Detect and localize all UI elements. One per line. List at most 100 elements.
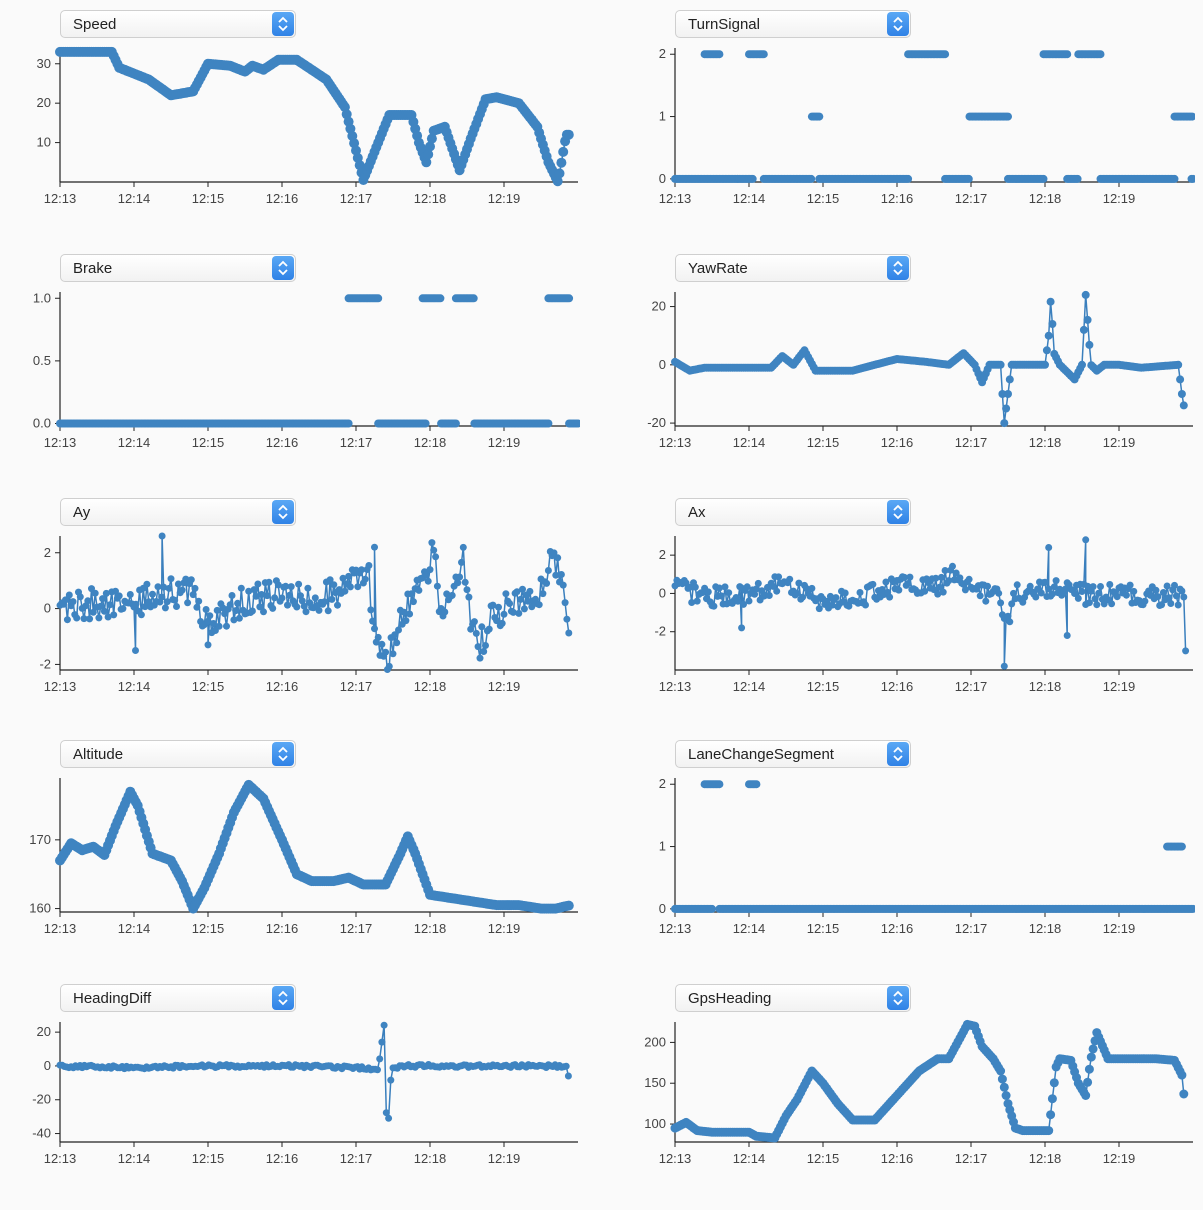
- data-point: [1050, 583, 1058, 591]
- x-tick-label: 12:16: [266, 921, 299, 936]
- data-point: [1165, 594, 1173, 602]
- data-point: [999, 1082, 1009, 1092]
- x-tick-label: 12:16: [881, 191, 914, 206]
- data-point: [91, 589, 99, 597]
- data-point: [274, 581, 282, 589]
- data-point: [215, 622, 223, 630]
- chevron-updown-icon[interactable]: [272, 742, 294, 766]
- data-point: [382, 1109, 390, 1117]
- data-point: [906, 573, 914, 581]
- chevron-updown-icon[interactable]: [272, 986, 294, 1010]
- data-point: [574, 419, 580, 428]
- data-point: [1037, 589, 1045, 597]
- x-tick-label: 12:15: [807, 921, 840, 936]
- signal-select-lanechangesegment[interactable]: LaneChangeSegment: [675, 740, 911, 768]
- data-point: [500, 610, 508, 618]
- chevron-updown-icon[interactable]: [887, 256, 909, 280]
- data-point: [982, 597, 990, 605]
- x-tick-label: 12:15: [807, 435, 840, 450]
- data-point: [219, 604, 227, 612]
- data-point: [513, 588, 521, 596]
- data-point: [869, 580, 877, 588]
- data-point: [204, 617, 212, 625]
- data-point: [556, 157, 567, 168]
- data-point: [769, 582, 777, 590]
- data-point: [952, 569, 960, 577]
- data-point: [808, 584, 816, 592]
- data-point: [408, 590, 415, 598]
- data-point: [1000, 662, 1008, 670]
- data-point: [1126, 581, 1134, 589]
- data-point: [495, 603, 502, 611]
- data-point: [1044, 1126, 1054, 1136]
- data-point: [1063, 50, 1072, 59]
- data-point: [154, 583, 162, 591]
- data-point: [526, 587, 534, 595]
- data-point: [752, 585, 760, 593]
- data-point: [1089, 583, 1097, 591]
- x-tick-label: 12:13: [659, 435, 692, 450]
- chevron-updown-icon[interactable]: [272, 256, 294, 280]
- x-tick-label: 12:18: [414, 679, 447, 694]
- data-point: [1004, 390, 1012, 398]
- signal-select-ay[interactable]: Ay: [60, 498, 296, 526]
- data-point: [936, 583, 943, 591]
- data-point: [1177, 842, 1186, 851]
- data-point: [478, 623, 486, 631]
- data-point: [285, 591, 293, 599]
- x-tick-label: 12:18: [414, 191, 447, 206]
- data-point: [564, 1072, 572, 1080]
- y-tick-label: 0: [44, 601, 51, 616]
- data-point: [432, 553, 440, 561]
- x-tick-label: 12:14: [118, 191, 151, 206]
- data-point: [554, 554, 562, 562]
- chevron-updown-icon[interactable]: [887, 500, 909, 524]
- data-point: [1084, 1064, 1094, 1074]
- signal-select-value: Ax: [688, 504, 706, 521]
- data-point: [738, 624, 746, 632]
- data-point: [252, 592, 260, 600]
- data-point: [506, 600, 514, 607]
- y-tick-label: 2: [659, 46, 666, 61]
- chart-brake: 0.0 0.5 1.0 12:13 12:14 12:15 12:16 12:17 12:18 1…: [33, 290, 580, 450]
- data-point: [997, 1074, 1007, 1084]
- x-tick-label: 12:16: [881, 679, 914, 694]
- chevron-updown-icon[interactable]: [887, 12, 909, 36]
- data-point: [245, 587, 253, 595]
- signal-select-value: Brake: [73, 260, 113, 277]
- chevron-updown-icon[interactable]: [272, 12, 294, 36]
- data-point: [1073, 174, 1082, 183]
- x-tick-label: 12:13: [44, 191, 77, 206]
- data-point: [535, 601, 543, 609]
- y-tick-label: 170: [29, 832, 51, 847]
- x-tick-label: 12:13: [659, 191, 692, 206]
- signal-select-altitude[interactable]: Altitude: [60, 740, 296, 768]
- x-tick-label: 12:19: [1103, 1151, 1136, 1166]
- signal-select-yawrate[interactable]: YawRate: [675, 254, 911, 282]
- data-point: [1179, 401, 1188, 410]
- x-tick-label: 12:18: [1029, 921, 1062, 936]
- signal-select-headingdiff[interactable]: HeadingDiff: [60, 984, 296, 1012]
- data-point: [1141, 597, 1149, 605]
- data-point: [751, 590, 759, 598]
- data-point: [380, 1021, 388, 1029]
- data-point: [254, 580, 262, 588]
- x-tick-label: 12:18: [414, 435, 447, 450]
- signal-select-ax[interactable]: Ax: [675, 498, 911, 526]
- signal-select-gpsheading[interactable]: GpsHeading: [675, 984, 911, 1012]
- signal-select-speed[interactable]: Speed: [60, 10, 296, 38]
- chevron-updown-icon[interactable]: [272, 500, 294, 524]
- data-point: [1082, 536, 1090, 544]
- signal-select-brake[interactable]: Brake: [60, 254, 296, 282]
- data-point: [189, 591, 197, 599]
- x-tick-label: 12:19: [1103, 435, 1136, 450]
- data-point: [158, 593, 166, 601]
- data-point: [1005, 375, 1014, 384]
- x-tick-label: 12:19: [488, 435, 521, 450]
- chevron-updown-icon[interactable]: [887, 986, 909, 1010]
- signal-select-turnsignal[interactable]: TurnSignal: [675, 10, 911, 38]
- chevron-updown-icon[interactable]: [887, 742, 909, 766]
- x-tick-label: 12:16: [881, 1151, 914, 1166]
- data-point: [278, 594, 286, 602]
- data-point: [143, 580, 151, 588]
